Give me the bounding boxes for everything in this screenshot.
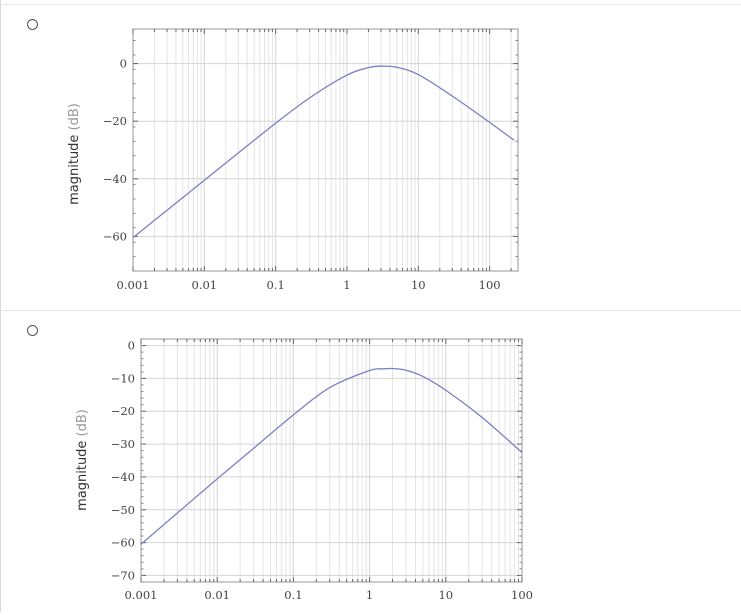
x-tick-label: 1 <box>366 588 373 602</box>
answer-option-2[interactable]: 0.001 0.01 0.1 1 10 100 0 −10 −20 −30 −40 −50 −60 −70… <box>0 310 741 613</box>
series-line <box>140 367 523 545</box>
x-tick-label: 0.001 <box>117 278 150 292</box>
x-tick-label: 1 <box>343 278 350 292</box>
x-tick-label: 0.1 <box>266 278 284 292</box>
y-tick-label: −40 <box>111 470 135 484</box>
y-axis-label: magnitude (dB) <box>67 103 82 205</box>
left-border <box>0 0 1 612</box>
answer-option-1[interactable]: 0.001 0.01 0.1 1 10 100 0 −20 −40 −60 magnitude (d… <box>0 4 741 311</box>
y-tick-label: −10 <box>111 371 135 385</box>
x-tick-label: 0.001 <box>125 588 158 602</box>
plot-frame <box>140 338 523 583</box>
y-tick-label: −40 <box>103 172 127 186</box>
series-line <box>132 65 515 239</box>
y-axis-label-text: magnitude <box>75 436 90 510</box>
radio-button[interactable] <box>27 325 38 336</box>
y-tick-label: −20 <box>103 114 127 128</box>
x-tick-label: 10 <box>438 588 453 602</box>
x-tick-label: 100 <box>511 588 533 602</box>
y-tick-label: 0 <box>120 57 127 71</box>
bode-magnitude-chart-1: 0.001 0.01 0.1 1 10 100 0 −20 −40 −60 magnitude (d… <box>67 28 519 292</box>
y-tick-label: −30 <box>111 437 135 451</box>
plot-area <box>141 339 522 582</box>
y-axis-label-unit: (dB) <box>75 409 90 436</box>
y-tick-label: −20 <box>111 404 135 418</box>
x-tick-label: 100 <box>479 278 501 292</box>
x-tick-label: 0.1 <box>284 588 302 602</box>
y-axis-label: magnitude (dB) <box>75 409 90 511</box>
x-tick-label: 0.01 <box>192 278 218 292</box>
bode-magnitude-chart-2: 0.001 0.01 0.1 1 10 100 0 −10 −20 −30 −40 −50 −60 −70… <box>75 338 533 602</box>
y-axis-label-text: magnitude <box>67 130 82 204</box>
y-tick-label: −60 <box>103 229 127 243</box>
x-tick-label: 10 <box>411 278 426 292</box>
grid <box>132 29 518 271</box>
y-tick-label: −60 <box>111 536 135 550</box>
y-axis-label-unit: (dB) <box>67 103 82 130</box>
y-tick-label: −70 <box>111 568 135 582</box>
x-tick-label: 0.01 <box>204 588 230 602</box>
y-tick-label: −50 <box>111 503 135 517</box>
y-tick-label: 0 <box>128 339 135 353</box>
radio-button[interactable] <box>27 19 38 30</box>
